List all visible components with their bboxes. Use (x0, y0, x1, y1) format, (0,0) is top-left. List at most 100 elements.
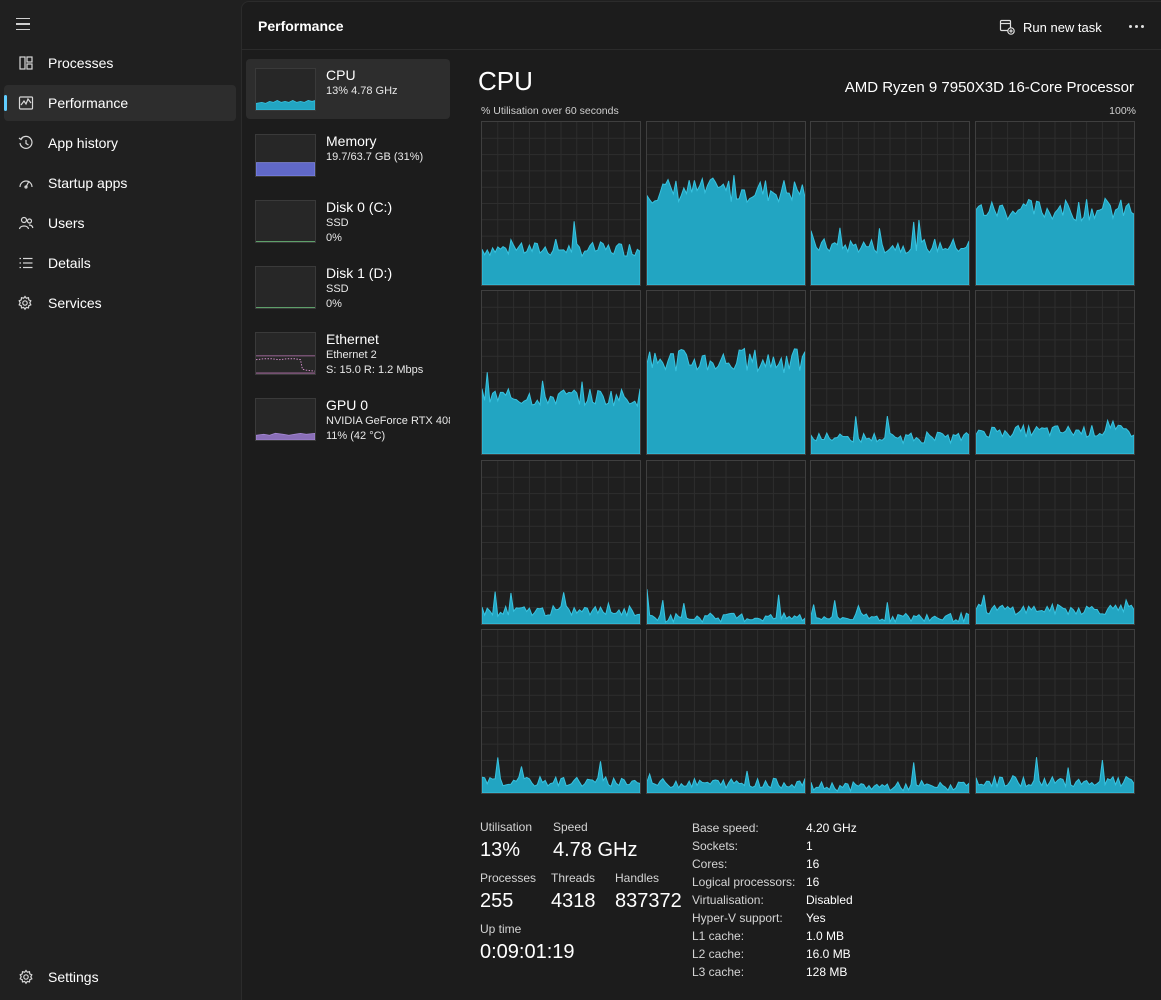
cpu-core-graph (481, 628, 641, 794)
graph-max-label: 100% (1109, 105, 1136, 117)
nav-item-users[interactable]: Users (4, 205, 236, 241)
spec-row: Base speed: 4.20 GHz (692, 819, 857, 837)
nav-item-performance[interactable]: Performance (4, 85, 236, 121)
memory-thumbnail-graph (255, 134, 316, 177)
settings-gear-icon (4, 969, 48, 985)
spec-value: 16 (806, 857, 820, 871)
nav-item-app-history[interactable]: App history (4, 125, 236, 161)
cpu-core-graph (481, 459, 641, 625)
resource-item-disk-1[interactable]: Disk 1 (D:) SSD 0% (246, 257, 450, 317)
nav-item-services[interactable]: Services (4, 285, 236, 321)
nav-item-processes[interactable]: Processes (4, 45, 236, 81)
uptime-value: 0:09:01:19 (480, 941, 575, 963)
processes-value: 255 (480, 890, 514, 912)
spec-value: 1 (806, 839, 813, 853)
processes-label: Processes (480, 871, 537, 885)
cpu-core-graph (974, 459, 1135, 625)
spec-value: 16.0 MB (806, 947, 851, 961)
page-title: Performance (258, 18, 344, 34)
resource-item-gpu-0[interactable]: GPU 0 NVIDIA GeForce RTX 408 11% (42 °C) (246, 389, 450, 449)
resource-item-memory[interactable]: Memory 19.7/63.7 GB (31%) (246, 125, 450, 185)
resource-item-cpu[interactable]: CPU 13% 4.78 GHz (246, 59, 450, 119)
handles-label: Handles (615, 871, 660, 885)
ethernet-thumbnail-graph (255, 332, 316, 375)
cpu-core-graph (810, 459, 970, 625)
spec-row: L3 cache: 128 MB (692, 963, 857, 981)
processes-icon (4, 55, 48, 71)
cpu-core-graph (481, 121, 641, 286)
resource-list: CPU 13% 4.78 GHz Memory 19.7/63.7 GB (31… (246, 59, 450, 455)
spec-value: 128 MB (806, 965, 848, 979)
speed-value: 4.78 GHz (553, 839, 638, 861)
nav-item-label: App history (48, 135, 119, 151)
resource-item-ethernet[interactable]: Ethernet Ethernet 2 S: 15.0 R: 1.2 Mbps (246, 323, 450, 383)
spec-key: Virtualisation: (692, 893, 764, 907)
utilisation-label: Utilisation (480, 820, 533, 834)
more-options-icon[interactable] (1126, 16, 1146, 36)
nav-item-label: Details (48, 255, 91, 271)
cpu-core-graph (645, 459, 806, 625)
hamburger-menu-icon[interactable] (14, 14, 36, 34)
utilisation-value: 13% (480, 839, 521, 861)
cpu-core-graphs (481, 121, 1136, 794)
nav-item-label: Services (48, 295, 102, 311)
spec-key: L3 cache: (692, 965, 745, 979)
spec-row: Logical processors: 16 (692, 873, 857, 891)
gpu-0-thumbnail-graph (255, 398, 316, 441)
navigation-pane: Processes Performance App history Startu… (0, 0, 240, 1000)
cpu-core-graph (810, 121, 970, 286)
resource-name: GPU 0 (326, 397, 369, 413)
cpu-specs-table: Base speed: 4.20 GHz Sockets: 1 Cores: 16 Logi… (692, 819, 857, 981)
spec-value: 16 (806, 875, 820, 889)
spec-row: Sockets: 1 (692, 837, 857, 855)
cpu-core-graph (645, 290, 806, 456)
resource-detail: NVIDIA GeForce RTX 408 (326, 415, 450, 427)
handles-value: 837372 (615, 890, 682, 912)
spec-row: L2 cache: 16.0 MB (692, 945, 857, 963)
resource-item-disk-0[interactable]: Disk 0 (C:) SSD 0% (246, 191, 450, 251)
spec-key: Logical processors: (692, 875, 796, 889)
resource-detail: Ethernet 2 (326, 349, 377, 361)
spec-key: Base speed: (692, 821, 759, 835)
run-new-task-label: Run new task (1023, 19, 1102, 35)
cpu-core-graph (974, 121, 1135, 286)
resource-detail: SSD (326, 283, 349, 295)
services-icon (4, 295, 48, 311)
cpu-core-graph (810, 628, 970, 794)
cpu-core-graph (974, 628, 1135, 794)
spec-value: Disabled (806, 893, 853, 907)
cpu-thumbnail-graph (255, 68, 316, 111)
cpu-core-graph (810, 290, 970, 456)
cpu-core-graph (481, 290, 641, 456)
details-icon (4, 255, 48, 271)
resource-name: Disk 0 (C:) (326, 199, 393, 215)
nav-item-startup-apps[interactable]: Startup apps (4, 165, 236, 201)
startup-apps-icon (4, 175, 48, 191)
nav-item-details[interactable]: Details (4, 245, 236, 281)
resource-name: Ethernet (326, 331, 379, 347)
nav-item-label: Performance (48, 95, 129, 111)
spec-row: Hyper-V support: Yes (692, 909, 857, 927)
spec-value: 1.0 MB (806, 929, 845, 943)
nav-list: Processes Performance App history Startu… (4, 45, 236, 325)
spec-row: L1 cache: 1.0 MB (692, 927, 857, 945)
spec-row: Cores: 16 (692, 855, 857, 873)
threads-value: 4318 (551, 890, 596, 912)
resource-detail: 11% (42 °C) (326, 430, 386, 442)
nav-item-label: Startup apps (48, 175, 128, 191)
resource-detail: 19.7/63.7 GB (31%) (326, 151, 424, 163)
disk-0-thumbnail-graph (255, 200, 316, 243)
nav-item-settings[interactable]: Settings (4, 959, 236, 995)
run-new-task-button[interactable]: Run new task (999, 15, 1102, 39)
main-panel: Performance Run new task CPU 13% 4.78 GH… (241, 1, 1161, 1000)
spec-value: 4.20 GHz (806, 821, 857, 835)
nav-item-label: Settings (48, 969, 99, 985)
users-icon (4, 215, 48, 231)
resource-detail: 0% (326, 232, 342, 244)
spec-key: Sockets: (692, 839, 739, 853)
cpu-core-graph (645, 628, 806, 794)
spec-key: L1 cache: (692, 929, 745, 943)
resource-detail: 13% 4.78 GHz (326, 85, 398, 97)
run-new-task-icon (999, 19, 1015, 35)
resource-detail: 0% (326, 298, 342, 310)
